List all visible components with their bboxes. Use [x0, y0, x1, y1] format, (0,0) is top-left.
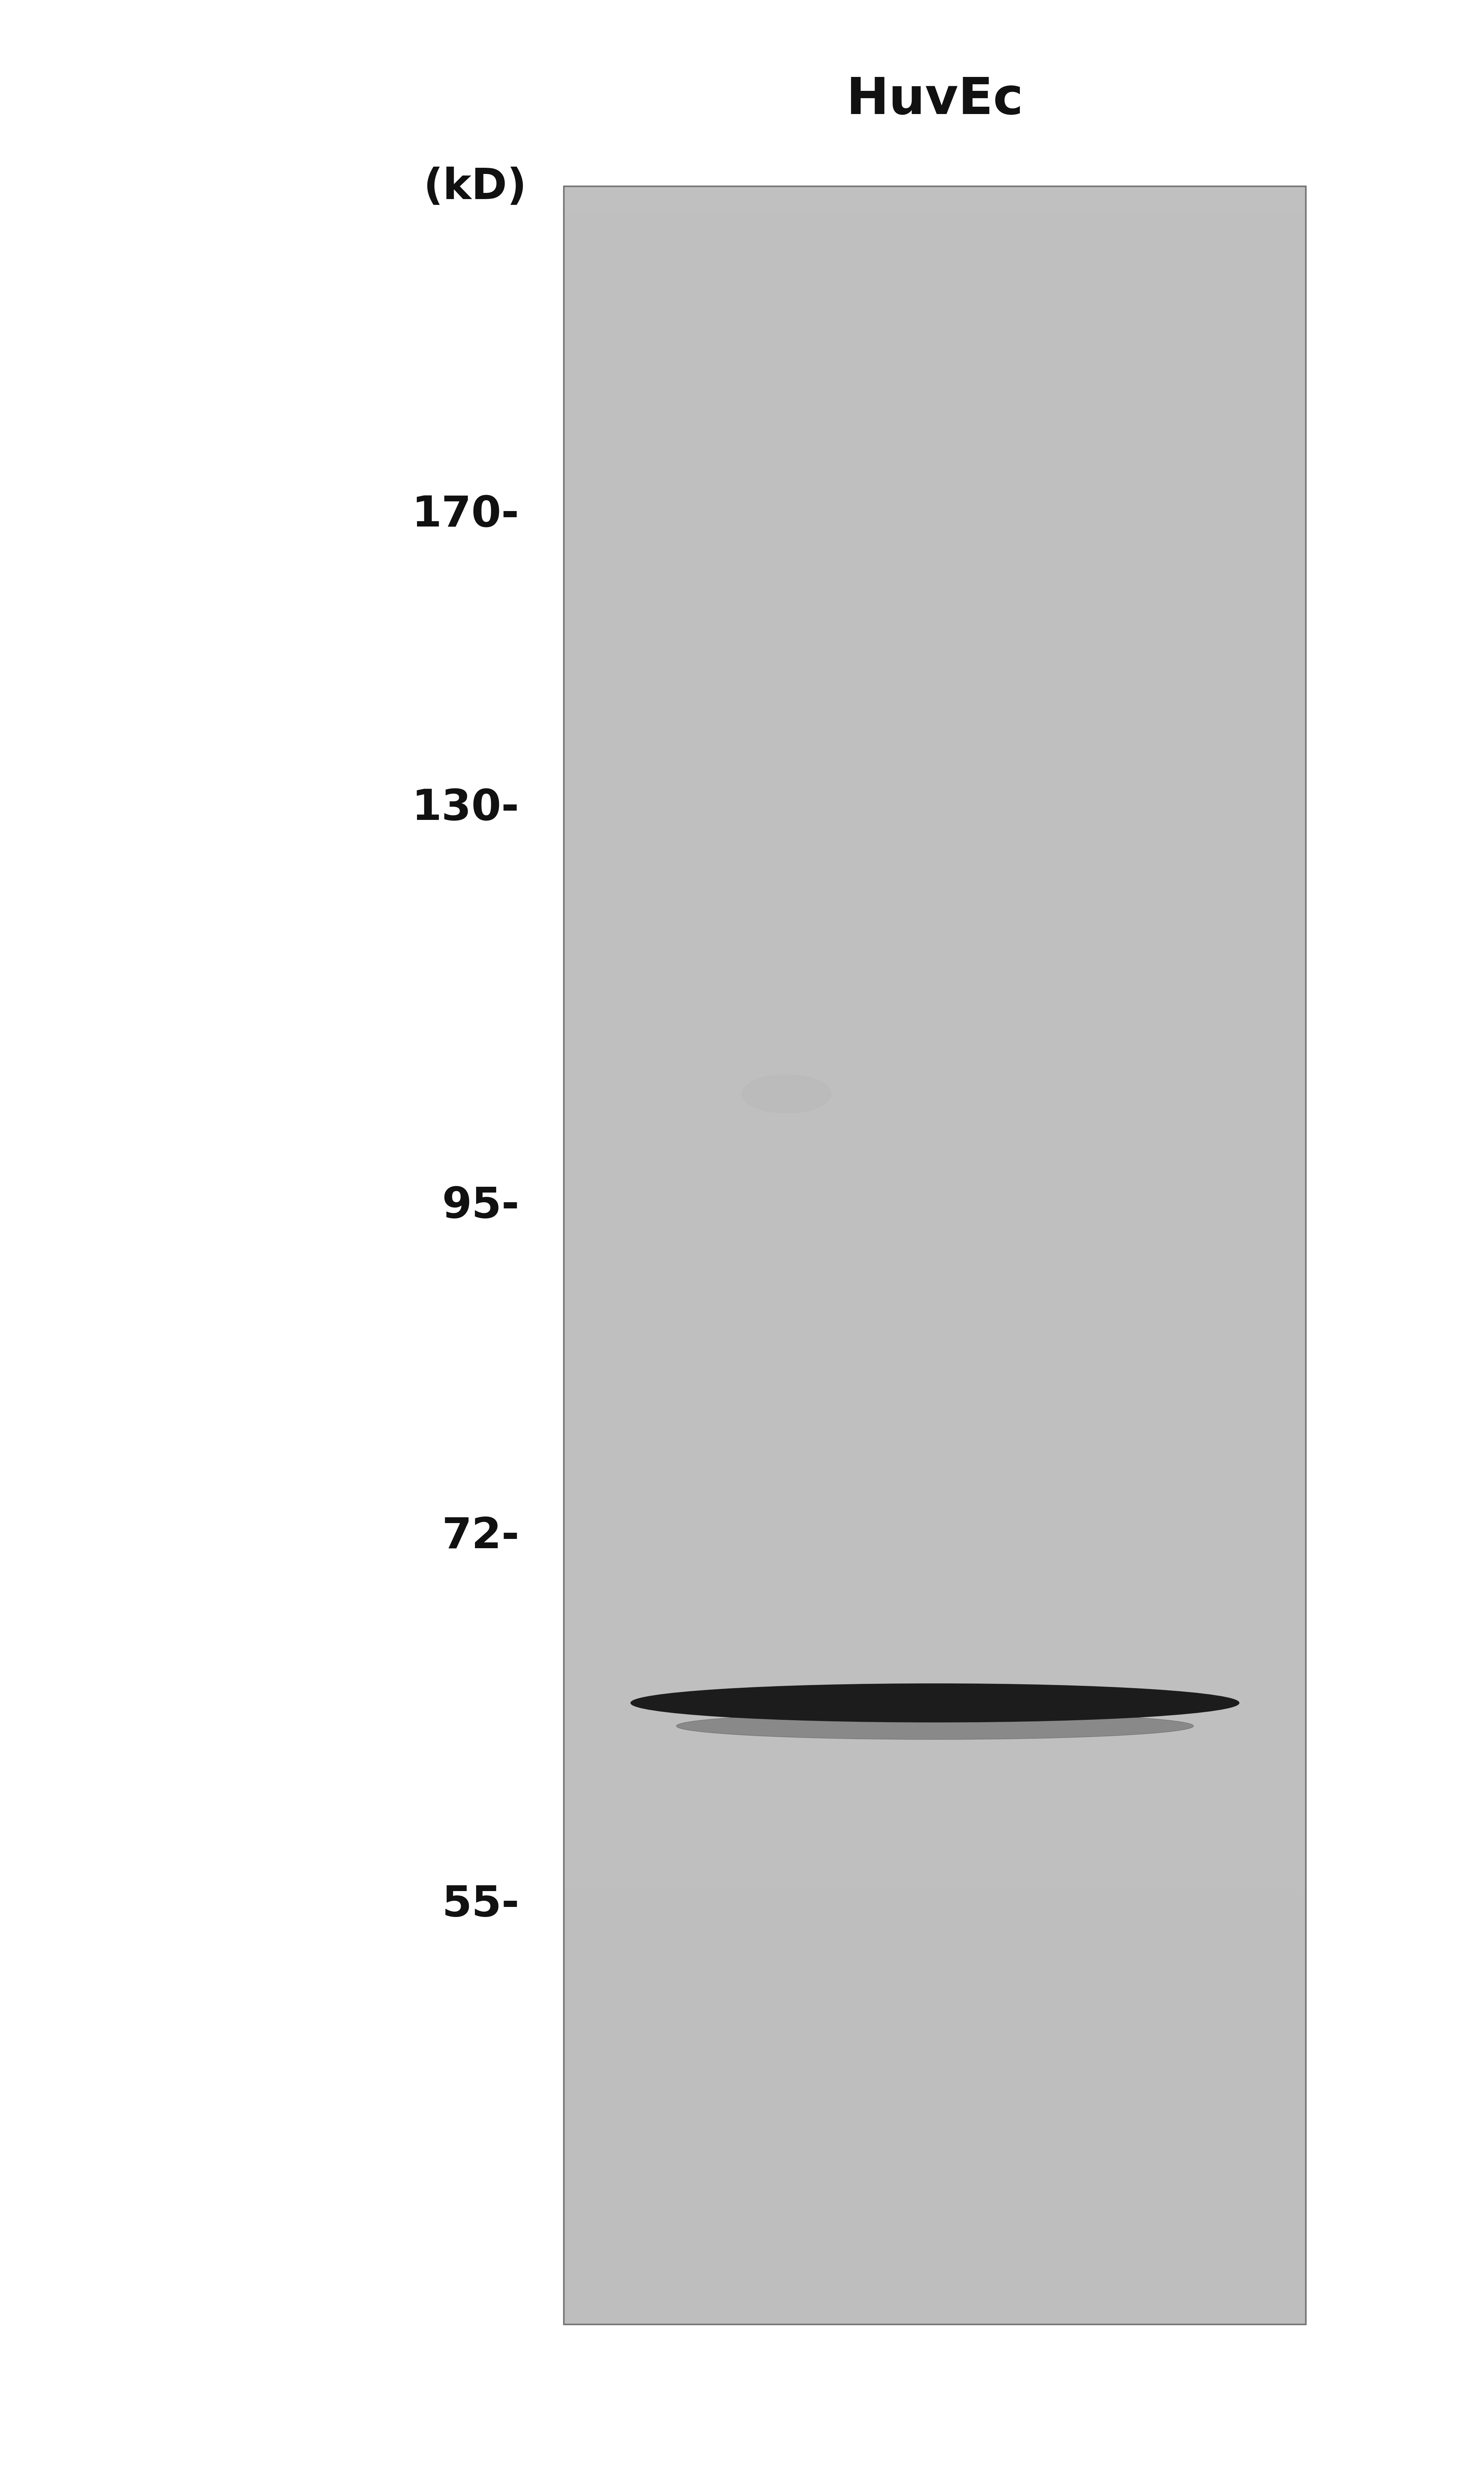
- Ellipse shape: [742, 1074, 831, 1114]
- Text: 55-: 55-: [442, 1884, 519, 1924]
- Bar: [564, 186, 1306, 2324]
- Text: 170-: 170-: [413, 495, 519, 534]
- Ellipse shape: [677, 1713, 1193, 1740]
- Text: (kD): (kD): [423, 167, 527, 209]
- Ellipse shape: [631, 1683, 1239, 1723]
- Text: 95-: 95-: [442, 1186, 519, 1226]
- Text: 72-: 72-: [442, 1516, 519, 1556]
- Text: HuvEc: HuvEc: [846, 75, 1024, 124]
- Text: 130-: 130-: [413, 788, 519, 828]
